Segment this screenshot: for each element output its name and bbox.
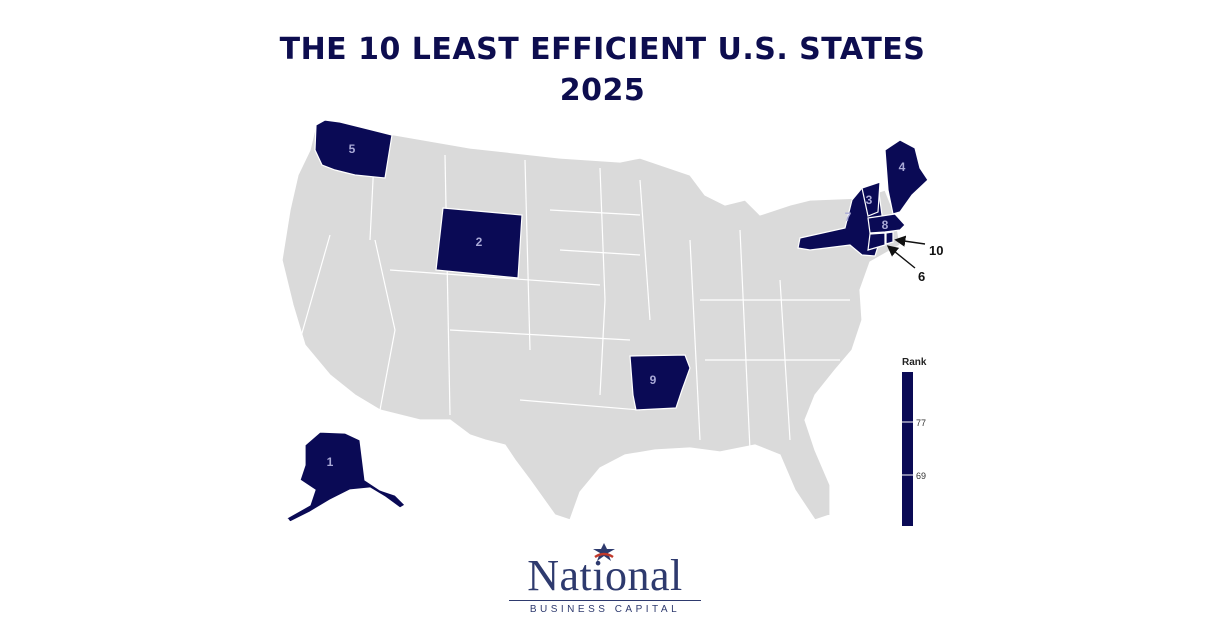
logo-wordmark: National <box>527 551 683 600</box>
rank-label-alaska: 1 <box>327 455 334 469</box>
callout-arrow-ri <box>894 235 926 247</box>
state-colorado[interactable] <box>435 207 523 279</box>
state-maine[interactable] <box>884 139 929 215</box>
state-vermont[interactable] <box>861 181 881 217</box>
state-rhode-island[interactable] <box>885 231 894 245</box>
rank-label-maine: 4 <box>899 160 906 174</box>
brand-logo: National BUSINESS CAPITAL <box>505 542 705 622</box>
state-arkansas[interactable] <box>629 354 691 411</box>
callout-label-ri: 10 <box>929 243 943 258</box>
logo-divider <box>509 600 701 601</box>
rank-label-vermont: 3 <box>866 193 873 207</box>
logo-subtitle: BUSINESS CAPITAL <box>529 604 681 615</box>
rank-label-massachusetts: 8 <box>882 218 889 232</box>
state-washington[interactable] <box>314 119 393 179</box>
state-borders <box>299 139 850 451</box>
legend: Rank 77 69 <box>902 357 927 526</box>
state-massachusetts[interactable] <box>867 213 906 234</box>
state-alaska[interactable] <box>286 431 406 523</box>
contiguous-us-base <box>281 124 901 521</box>
map-subtitle-year: 2025 <box>559 73 646 108</box>
map-title: THE 10 LEAST EFFICIENT U.S. STATES <box>279 32 926 67</box>
callout-arrow-ct <box>886 245 916 269</box>
star-icon <box>593 543 615 561</box>
rank-label-arkansas: 9 <box>650 373 657 387</box>
callout-label-ct: 6 <box>918 269 925 284</box>
legend-tick-label-77: 77 <box>916 418 926 428</box>
legend-tick-label-69: 69 <box>916 471 926 481</box>
rank-label-new-york: 7 <box>845 210 852 224</box>
rank-label-washington: 5 <box>349 142 356 156</box>
state-connecticut[interactable] <box>867 232 886 251</box>
rank-label-colorado: 2 <box>476 235 483 249</box>
legend-title: Rank <box>902 357 927 368</box>
legend-bar <box>902 372 913 526</box>
